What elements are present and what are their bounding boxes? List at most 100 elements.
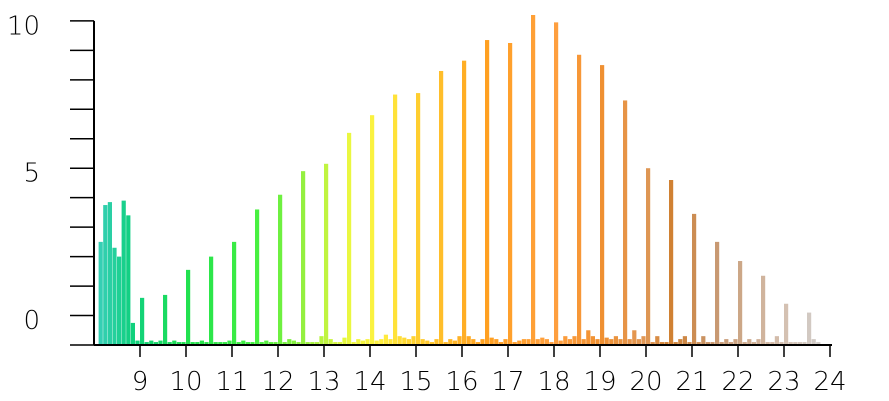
bar (365, 339, 370, 345)
x-tick-label: 21 (675, 367, 708, 397)
bar (356, 339, 361, 345)
bar (604, 337, 609, 345)
bar (452, 340, 457, 345)
bar (351, 342, 356, 345)
bar (719, 342, 724, 345)
bar (434, 339, 439, 345)
bar (613, 336, 618, 345)
bar (259, 342, 264, 345)
bar (535, 339, 540, 345)
bar (130, 322, 135, 345)
bar (627, 339, 632, 345)
bar (241, 340, 246, 345)
bar (678, 339, 683, 345)
x-tick-label: 14 (353, 367, 386, 397)
bar (650, 342, 655, 345)
bar (158, 340, 163, 345)
bar (692, 213, 697, 345)
bar (669, 180, 674, 345)
bar (563, 336, 568, 345)
bar (393, 94, 398, 345)
bar (402, 337, 407, 345)
bar (310, 342, 315, 345)
bar (751, 342, 756, 345)
bar (526, 339, 531, 345)
x-tick-label: 15 (399, 367, 432, 397)
bar (659, 342, 664, 345)
bar (701, 336, 706, 345)
bar (475, 342, 480, 345)
bar (655, 336, 660, 345)
bar (236, 342, 241, 345)
bar (103, 205, 108, 345)
bar (710, 342, 715, 345)
bar (264, 340, 269, 345)
bar (558, 340, 563, 345)
x-tick-label: 24 (813, 367, 846, 397)
bar (163, 294, 168, 345)
bar (595, 339, 600, 345)
bar (342, 337, 347, 345)
bar (572, 336, 577, 345)
bar (715, 241, 720, 345)
bar (632, 330, 637, 345)
x-tick-label: 11 (215, 367, 248, 397)
bar (425, 340, 430, 345)
bar (374, 340, 379, 345)
bar (347, 132, 352, 345)
bar (623, 100, 628, 345)
bar (107, 202, 112, 345)
bar (411, 336, 416, 345)
bar (793, 342, 798, 345)
bar (498, 342, 503, 345)
bar (489, 337, 494, 345)
x-tick-label: 20 (629, 367, 662, 397)
bar (301, 171, 306, 345)
bar (742, 342, 747, 345)
bar (590, 336, 595, 345)
bar (512, 342, 517, 345)
bar (328, 339, 333, 345)
bar (337, 342, 342, 345)
bar (466, 336, 471, 345)
bar (232, 241, 237, 345)
x-tick-label: 9 (132, 367, 149, 397)
bar (190, 342, 195, 345)
bar (172, 340, 177, 345)
bar (222, 342, 227, 345)
bar (811, 339, 816, 345)
bar (462, 60, 467, 345)
x-tick-label: 17 (491, 367, 524, 397)
x-tick-label: 13 (307, 367, 340, 397)
bar (494, 339, 499, 345)
bar (673, 342, 678, 345)
bar (278, 194, 283, 345)
x-tick-label: 19 (583, 367, 616, 397)
bar (397, 336, 402, 345)
bar (282, 342, 287, 345)
bar (167, 342, 172, 345)
bar (126, 215, 131, 345)
bar (531, 15, 536, 345)
bar (227, 340, 232, 345)
bar (770, 342, 775, 345)
bar (733, 339, 738, 345)
bar (485, 40, 490, 345)
bar (696, 342, 701, 345)
bar (636, 339, 641, 345)
bar (480, 339, 485, 345)
bar (448, 339, 453, 345)
y-tick-label: 10 (7, 11, 40, 41)
x-tick-label: 10 (169, 367, 202, 397)
bar (333, 342, 338, 345)
bar (664, 342, 669, 345)
x-tick-label: 12 (261, 367, 294, 397)
bar (581, 339, 586, 345)
bar (517, 340, 522, 345)
bar (296, 342, 301, 345)
bar (287, 339, 292, 345)
bar (439, 70, 444, 345)
bar (554, 22, 559, 346)
bar (213, 342, 218, 345)
